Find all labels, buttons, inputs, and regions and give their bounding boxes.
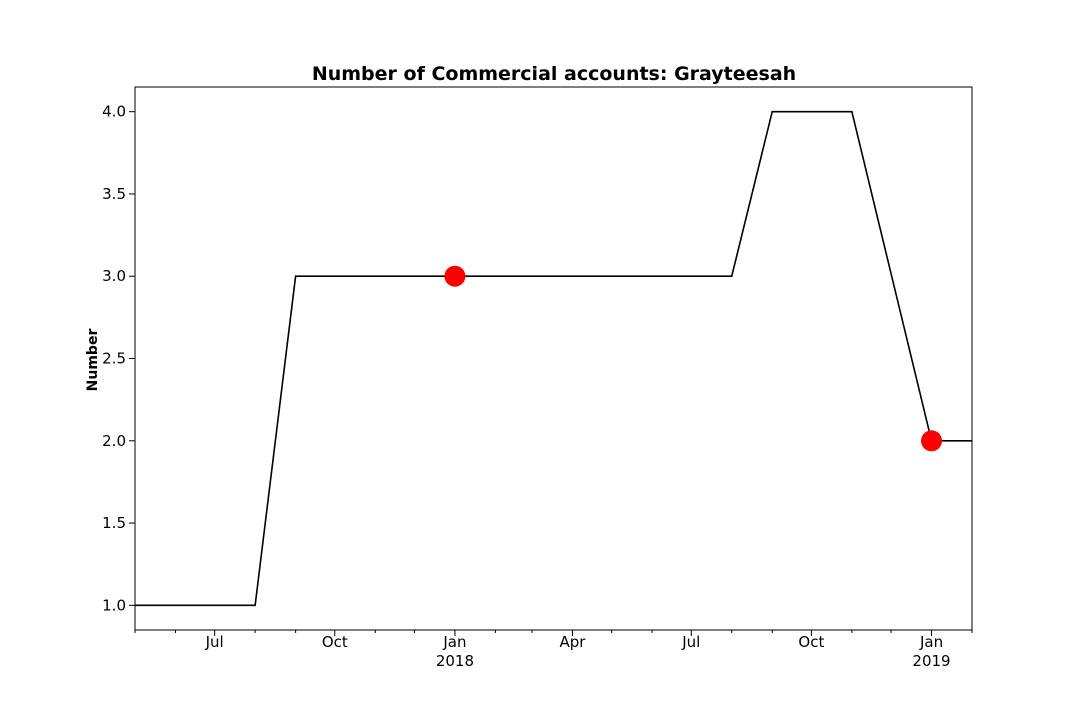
series-line xyxy=(135,110,972,607)
y-tick-label: 3.5 xyxy=(102,185,126,203)
y-tick-label: 3.0 xyxy=(102,267,126,285)
plot-area-frame xyxy=(134,86,973,631)
x-tick-year-label: 2019 xyxy=(912,652,950,670)
chart-title: Number of Commercial accounts: Grayteesa… xyxy=(312,63,796,85)
y-tick-label: 2.5 xyxy=(102,350,126,368)
x-tick-label: Oct xyxy=(798,633,824,651)
y-tick-label: 1.5 xyxy=(102,514,126,532)
y-axis: 1.0 1.5 2.0 2.5 3.0 3.5 4.0 xyxy=(102,103,135,614)
y-axis-label: Number xyxy=(85,329,101,392)
highlight-layer xyxy=(444,265,943,452)
series-layer xyxy=(135,110,972,607)
y-tick-label: 4.0 xyxy=(102,103,126,121)
x-tick-label: Jan xyxy=(442,633,466,651)
highlight-point xyxy=(921,430,943,452)
y-tick-label: 1.0 xyxy=(102,596,126,614)
x-tick-label: Apr xyxy=(559,633,586,651)
x-tick-label: Jan xyxy=(919,633,943,651)
x-tick-year-label: 2018 xyxy=(436,652,474,670)
x-tick-label: Jul xyxy=(205,633,224,651)
y-tick-label: 2.0 xyxy=(102,432,126,450)
highlight-point xyxy=(444,265,466,287)
x-tick-label: Oct xyxy=(322,633,348,651)
x-tick-label: Jul xyxy=(681,633,700,651)
